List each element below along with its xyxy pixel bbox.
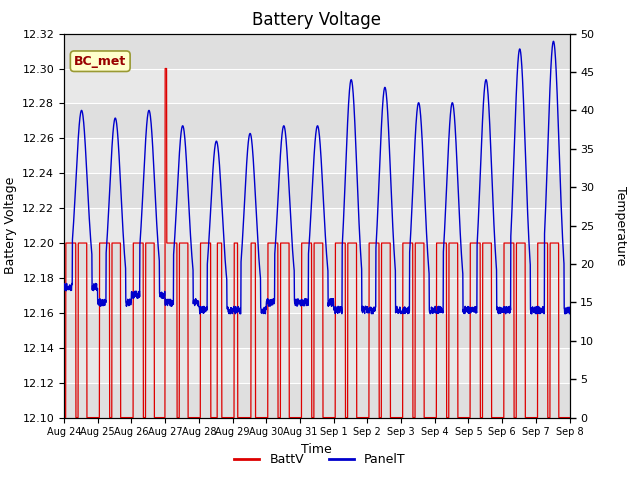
Bar: [64, 313, 570, 348]
Y-axis label: Temperature: Temperature: [614, 186, 627, 265]
Text: BC_met: BC_met: [74, 55, 126, 68]
Title: Battery Voltage: Battery Voltage: [252, 11, 381, 29]
X-axis label: Time: Time: [301, 443, 332, 456]
Bar: [64, 173, 570, 208]
Bar: [64, 103, 570, 138]
Legend: BattV, PanelT: BattV, PanelT: [229, 448, 411, 471]
Bar: [64, 34, 570, 69]
Bar: [64, 383, 570, 418]
Bar: [64, 243, 570, 278]
Y-axis label: Battery Voltage: Battery Voltage: [4, 177, 17, 274]
